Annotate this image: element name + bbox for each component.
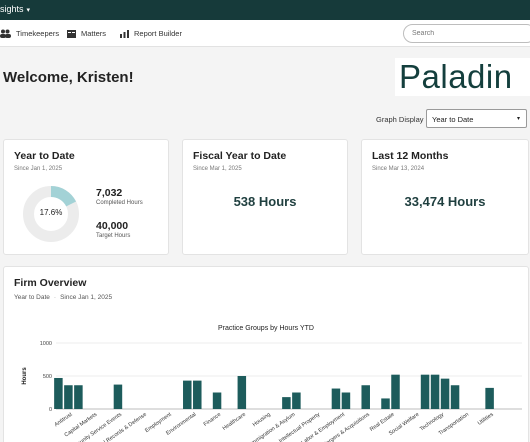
ytd-percent: 17.6% [39,208,63,217]
fiscal-hours-value: 538 Hours [233,194,297,209]
nav-item-report-builder[interactable]: Report Builder [120,29,182,38]
nav-item-timekeepers[interactable]: Timekeepers [0,29,59,38]
last-12-hours-value: 33,474 Hours [404,194,486,209]
x-tick-label: Housing [252,412,272,428]
nav-label: Timekeepers [16,29,60,38]
card-since: Since Mar 1, 2025 [193,166,242,172]
last-12-months-card: Last 12 Months Since Mar 13, 2024 33,474… [361,139,529,255]
donut-progress [23,186,79,242]
paladin-logo: Paladin [395,58,530,96]
chart-title: Practice Groups by Hours YTD [218,325,314,332]
bar [212,392,222,409]
ytd-card: Year to Date Since Jan 1, 2025 17.6% 7,0… [3,139,169,255]
chevron-down-icon: ▾ [26,7,31,14]
ytd-donut [23,186,79,242]
bar [440,378,450,409]
card-title: Firm Overview [14,277,87,289]
bar-chart-icon [120,29,129,38]
nav-label: Report Builder [134,29,182,38]
bar [54,377,63,409]
card-title: Year to Date [14,150,75,162]
page-title: Welcome, Kristen! [3,69,134,86]
y-axis-label: Hours [22,367,28,385]
card-since: Since Jan 1, 2025 [14,166,63,172]
folder-icon [67,29,76,38]
bar [450,385,460,409]
bar [420,374,430,409]
graph-display-select[interactable]: Year to Date ▾ [426,109,527,128]
y-tick-label: 500 [43,374,52,380]
firm-overview-period: Year to Date · Since Jan 1, 2025 [14,294,112,301]
separator: · [53,294,57,301]
target-hours-label: Target Hours [96,233,131,239]
y-tick-label: 0 [49,407,52,413]
nav-item-matters[interactable]: Matters [67,29,106,38]
bar [361,385,370,409]
bar [391,374,400,409]
y-tick-label: 1000 [40,341,52,347]
logo-text: Paladin [399,58,513,95]
firm-overview-card: Firm Overview Year to Date · Since Jan 1, … [3,266,529,442]
x-tick-label: Finance [203,412,222,428]
fiscal-year-card: Fiscal Year to Date Since Mar 1, 2025 53… [182,139,348,255]
graph-display-value: Year to Date [432,115,474,124]
x-tick-label: Healthcare [222,412,247,432]
graph-display-label: Graph Display [376,115,424,124]
x-tick-label: Utilities [477,412,495,427]
period-label: Year to Date [14,294,50,301]
completed-hours-value: 7,032 [96,187,123,199]
bar [331,388,341,409]
bar [74,385,83,409]
bar [183,380,192,409]
bar [282,397,291,409]
target-hours-value: 40,000 [96,220,129,232]
main-nav: Timekeepers Matters Report Builder [0,20,530,47]
chevron-down-icon: ▾ [516,116,520,122]
bar [485,387,494,409]
bar [341,392,351,409]
nav-label: Matters [81,29,107,38]
bar [113,384,123,409]
bar [237,376,247,409]
top-bar: sights ▾ [0,0,530,20]
bar [430,374,440,409]
card-since: Since Mar 13, 2024 [372,166,425,172]
card-title: Last 12 Months [372,150,449,162]
bar [381,398,390,409]
app-switcher[interactable]: sights ▾ [0,4,30,14]
search-input[interactable] [403,24,530,43]
completed-hours-label: Completed Hours [96,200,143,206]
app-name: sights [0,4,24,14]
bar [292,392,301,409]
x-tick-label: Antitrust [54,411,74,428]
people-icon [0,29,11,38]
bar [193,380,202,409]
period-since: Since Jan 1, 2025 [60,294,113,301]
card-title: Fiscal Year to Date [193,150,287,162]
bar [64,385,73,409]
